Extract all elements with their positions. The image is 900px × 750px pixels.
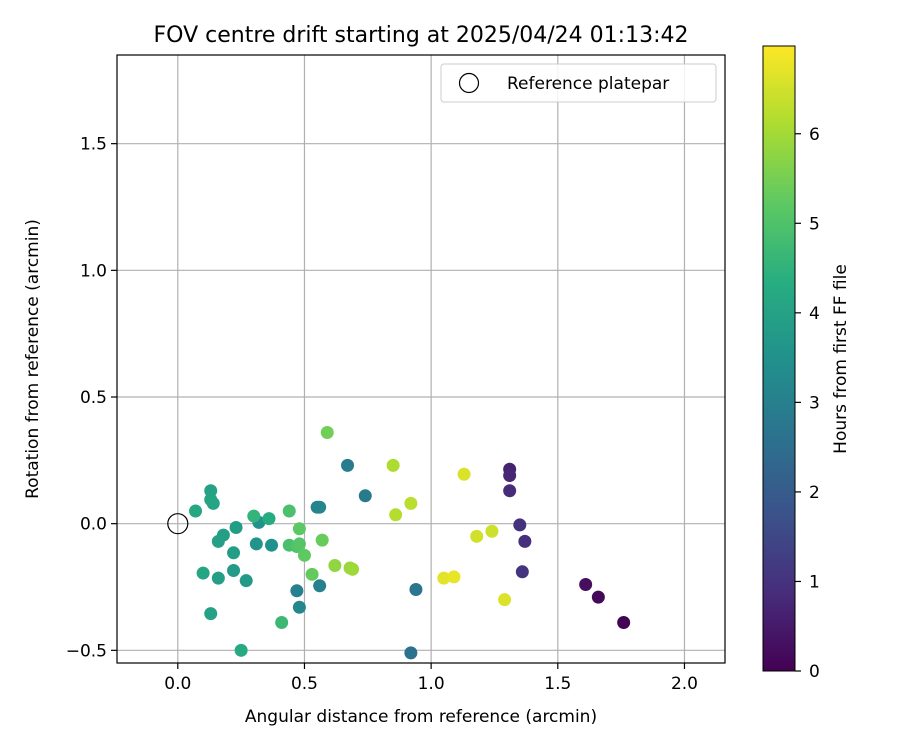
data-point [249, 537, 263, 551]
data-point [518, 534, 532, 548]
data-point [211, 534, 225, 548]
data-point [346, 562, 360, 576]
y-tick-label: 0.5 [80, 388, 107, 408]
colorbar-tick-label: 3 [809, 393, 820, 413]
x-tick-label: 1.0 [418, 674, 445, 694]
colorbar-tick-label: 0 [809, 662, 820, 682]
y-tick-label: −0.5 [66, 641, 107, 661]
data-point [292, 522, 306, 536]
plot-frame [116, 54, 726, 664]
data-point [262, 512, 276, 526]
x-tick-label: 2.0 [671, 674, 698, 694]
reference-marker [167, 513, 189, 535]
data-point [227, 546, 241, 560]
data-point [196, 566, 210, 580]
y-axis-ticks: −0.5 0.0 0.5 1.0 1.5 [66, 135, 117, 661]
data-point [503, 484, 517, 498]
data-point [292, 537, 306, 551]
data-point [204, 607, 218, 621]
colorbar: 0 1 2 3 4 5 6 Hours from first FF file [762, 45, 851, 682]
legend-label: Reference platepar [507, 74, 669, 94]
data-point [503, 469, 517, 483]
x-tick-label: 0.0 [164, 674, 191, 694]
data-point [265, 538, 279, 552]
data-point [437, 571, 451, 585]
x-axis-ticks: 0.0 0.5 1.0 1.5 2.0 [164, 663, 698, 694]
data-point [282, 504, 296, 518]
data-point [290, 584, 304, 598]
y-axis-label: Rotation from reference (arcmin) [23, 219, 43, 499]
chart-title: FOV centre drift starting at 2025/04/24 … [154, 23, 689, 48]
data-point [313, 500, 327, 514]
y-tick-label: 0.0 [80, 515, 107, 535]
legend-box [440, 63, 717, 103]
grid-lines [117, 55, 725, 663]
data-point [457, 467, 471, 481]
colorbar-tick-label: 4 [809, 304, 820, 324]
data-point [579, 577, 593, 591]
data-point [358, 489, 372, 503]
data-point [447, 570, 461, 584]
y-tick-label: 1.5 [80, 135, 107, 155]
data-point [470, 529, 484, 543]
colorbar-tick-label: 2 [809, 483, 820, 503]
data-point [320, 425, 334, 439]
data-point [591, 590, 605, 604]
data-point [513, 518, 527, 532]
data-point [189, 504, 203, 518]
data-points [189, 425, 631, 660]
y-tick-label: 1.0 [80, 261, 107, 281]
data-point [404, 646, 418, 660]
data-point [389, 508, 403, 522]
x-tick-label: 1.5 [544, 674, 571, 694]
colorbar-label: Hours from first FF file [831, 264, 851, 454]
data-point [409, 583, 423, 597]
colorbar-tick-label: 5 [809, 214, 820, 234]
data-point [386, 458, 400, 472]
data-point [404, 496, 418, 510]
x-tick-label: 0.5 [291, 674, 318, 694]
data-point [239, 574, 253, 588]
data-point [313, 579, 327, 593]
data-point [206, 496, 220, 510]
data-point [305, 567, 319, 581]
data-point [275, 615, 289, 629]
x-axis-label: Angular distance from reference (arcmin) [245, 707, 597, 727]
data-point [341, 458, 355, 472]
data-point [292, 600, 306, 614]
reference-marker-group [167, 513, 189, 535]
legend-marker [458, 72, 480, 94]
colorbar-ticks: 0 1 2 3 4 5 6 [795, 125, 820, 682]
data-point [247, 509, 261, 523]
colorbar-tick-label: 1 [809, 572, 820, 592]
legend: Reference platepar [440, 63, 717, 103]
data-point [297, 548, 311, 562]
data-point [498, 593, 512, 607]
data-point [229, 520, 243, 534]
data-point [515, 565, 529, 579]
data-point [234, 643, 248, 657]
colorbar-gradient [762, 45, 796, 672]
data-point [211, 571, 225, 585]
data-point [227, 564, 241, 578]
data-point [328, 558, 342, 572]
data-point [315, 533, 329, 547]
colorbar-tick-label: 6 [809, 125, 820, 145]
data-point [617, 615, 631, 629]
data-point [485, 524, 499, 538]
